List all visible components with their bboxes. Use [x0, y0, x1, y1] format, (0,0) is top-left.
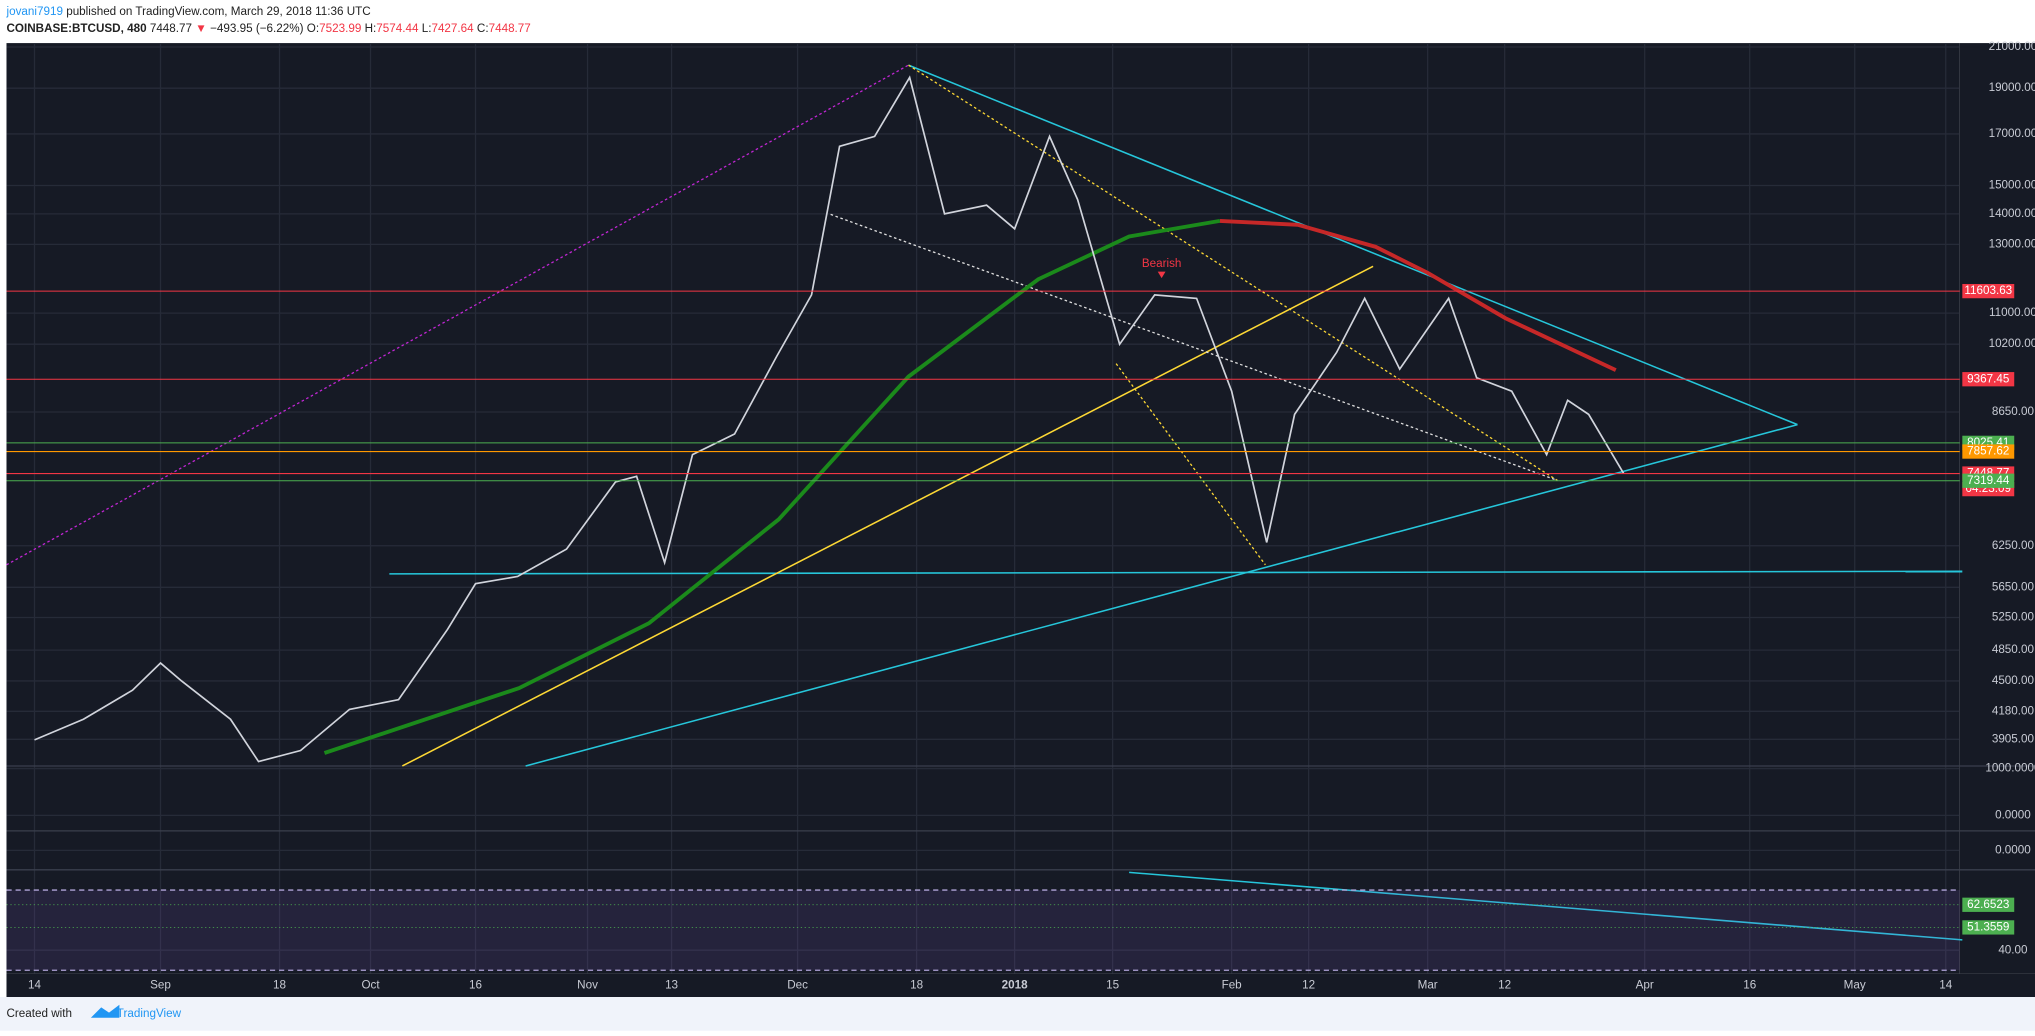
- price-label-bg: [1962, 283, 2015, 299]
- y-tick-label: 1000.0000: [1985, 762, 2035, 775]
- x-tick-label: Mar: [1418, 978, 1438, 991]
- time-axis-bg: [6, 973, 2035, 997]
- y-tick-label: 6250.00: [1992, 539, 2035, 552]
- footer-bg: [0, 996, 2035, 1031]
- price-label-bg: [1962, 897, 2015, 912]
- annotation: Bearish: [1142, 257, 1182, 270]
- x-tick-label: 18: [273, 978, 286, 991]
- price-axis-bg: [1959, 43, 2035, 974]
- y-tick-label: 4850.00: [1992, 643, 2035, 656]
- y-tick-label: 40.00: [1998, 943, 2028, 956]
- x-tick-label: Oct: [361, 978, 380, 991]
- price-label-bg: [1962, 444, 2015, 459]
- trendline: [1115, 363, 1266, 566]
- trendline: [401, 265, 1374, 767]
- ohlc-key: H:: [365, 22, 377, 35]
- x-tick-label: Nov: [577, 978, 598, 991]
- x-tick-label: 18: [910, 978, 923, 991]
- ohlc-value: 7574.44: [376, 22, 419, 35]
- y-tick-label: 15000.00: [1989, 179, 2035, 192]
- ohlc-value: 7448.77: [489, 22, 531, 35]
- ohlc-key: O:: [307, 22, 319, 35]
- price-label: 62.6523: [1967, 898, 2009, 911]
- x-tick-label: 16: [469, 978, 482, 991]
- trendline: [908, 64, 1558, 482]
- ohlc: O:7523.99 H:7574.44 L:7427.64 C:7448.77: [307, 22, 531, 35]
- drawings: [6, 64, 1963, 941]
- x-tick-label: 14: [1939, 978, 1952, 991]
- x-tick-label: Apr: [1636, 978, 1654, 991]
- price-label-bg: [1962, 372, 2015, 387]
- price-line: [34, 75, 1625, 763]
- rsi-band: [6, 890, 1960, 971]
- y-tick-label: 13000.00: [1989, 237, 2035, 250]
- trendline: [6, 64, 909, 566]
- price-label: 7857.62: [1967, 445, 2009, 458]
- x-tick-label: 15: [1106, 978, 1119, 991]
- price-label-bg: [1962, 473, 2015, 488]
- ohlc-value: 7427.64: [431, 22, 474, 35]
- chart-bg: [6, 43, 1960, 974]
- x-tick-label: 14: [28, 978, 41, 991]
- trendline: [389, 570, 1963, 575]
- price-label: 9367.45: [1967, 372, 2009, 385]
- y-tick-label: 0.0000: [1995, 808, 2031, 821]
- author[interactable]: jovani7919: [5, 5, 62, 18]
- header-bg: [0, 0, 2035, 42]
- header-line: jovani7919 published on TradingView.com,…: [5, 5, 370, 18]
- trendline: [830, 213, 1558, 482]
- footer-brand[interactable]: TradingView: [117, 1007, 182, 1020]
- x-tick-label: Sep: [150, 978, 171, 991]
- y-tick-label: 3905.00: [1992, 732, 2035, 745]
- x-tick-label: Dec: [787, 978, 808, 991]
- grid: [6, 43, 2035, 974]
- logo: [90, 1004, 120, 1018]
- y-tick-label: 4500.00: [1992, 674, 2035, 687]
- y-tick-label: 5650.00: [1992, 580, 2035, 593]
- symbol-line: COINBASE:BTCUSD, 480 7448.77 ▼ −493.95 (…: [6, 22, 530, 35]
- y-tick-label: 10200.00: [1989, 337, 2035, 350]
- x-tick-label: 12: [1302, 978, 1315, 991]
- symbol: COINBASE:BTCUSD, 480: [6, 22, 147, 35]
- x-tick-label: 12: [1498, 978, 1511, 991]
- price-label: 11603.63: [1964, 284, 2012, 297]
- y-tick-label: 8650.00: [1992, 405, 2035, 418]
- footer-text: Created with: [6, 1007, 72, 1020]
- change: −493.95 (−6.22%): [210, 22, 304, 35]
- y-tick-label: 4180.00: [1992, 704, 2035, 717]
- x-tick-label: 13: [665, 978, 678, 991]
- y-tick-label: 11000.00: [1989, 306, 2035, 319]
- y-tick-label: 21000.00: [1989, 40, 2035, 53]
- price-label: 51.3559: [1967, 921, 2009, 934]
- price-label: 7319.44: [1967, 474, 2010, 487]
- x-tick-label: 16: [1743, 978, 1756, 991]
- y-tick-label: 5250.00: [1992, 611, 2035, 624]
- moving-average: [323, 218, 1221, 755]
- y-tick-label: 17000.00: [1989, 127, 2035, 140]
- trendline: [1129, 871, 1963, 941]
- last: 7448.77: [150, 22, 192, 35]
- ohlc-value: 7523.99: [319, 22, 361, 35]
- moving-average: [1219, 218, 1617, 372]
- y-tick-label: 0.0000: [1995, 843, 2031, 856]
- y-tick-label: 14000.00: [1989, 207, 2035, 220]
- plot: 14 Sep 18 Oct 16 Nov 13 Dec 18 2018 15 Feb 12 Mar 12 Ap…: [6, 40, 2035, 991]
- trendline: [908, 64, 1798, 426]
- trendline: [525, 423, 1798, 767]
- ohlc-key: L:: [422, 22, 432, 35]
- published: published on TradingView.com, March 29, …: [66, 5, 371, 18]
- price-label-bg: [1962, 920, 2015, 935]
- x-tick-label: 2018: [1002, 978, 1028, 991]
- y-tick-label: 19000.00: [1989, 81, 2035, 94]
- x-tick-label: May: [1844, 978, 1866, 991]
- ohlc-key: C:: [477, 22, 489, 35]
- x-tick-label: Feb: [1222, 978, 1242, 991]
- annotation-arrow: [1157, 271, 1166, 279]
- arrow: ▼: [195, 22, 207, 35]
